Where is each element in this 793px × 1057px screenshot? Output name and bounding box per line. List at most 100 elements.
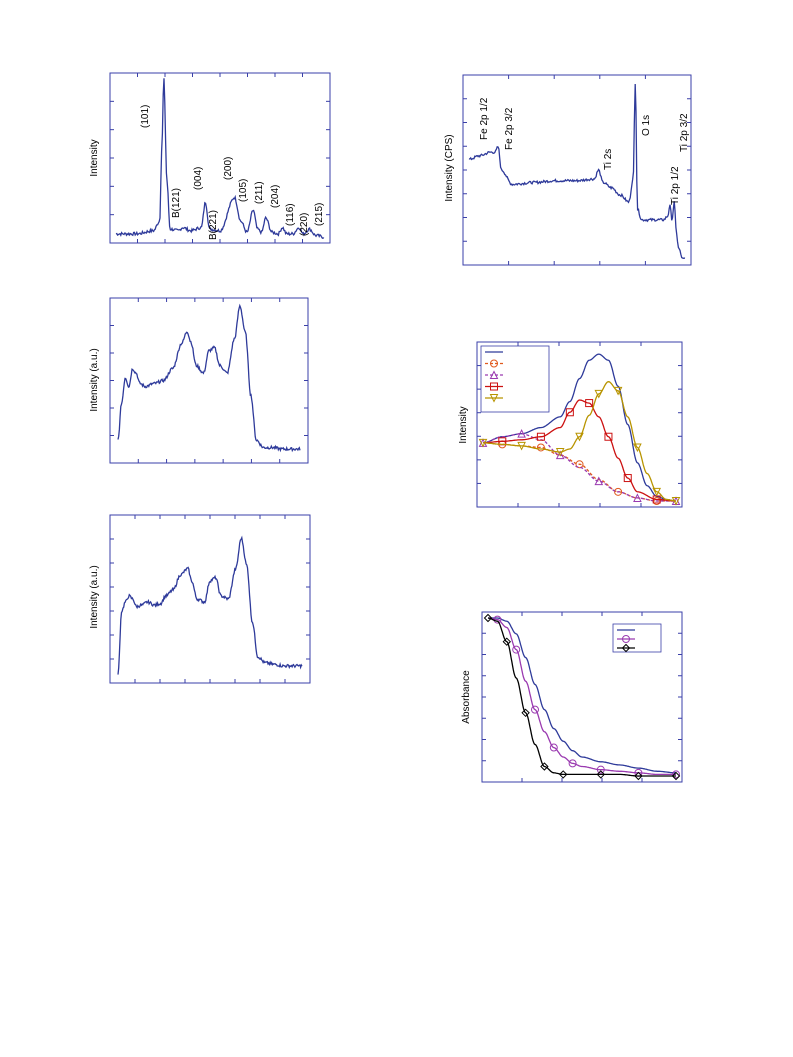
legend-marker bbox=[621, 643, 631, 653]
data-point bbox=[585, 399, 594, 408]
data-point bbox=[540, 762, 549, 771]
plot-frame bbox=[476, 341, 683, 508]
data-point bbox=[517, 441, 526, 451]
data-point bbox=[594, 389, 604, 399]
legend bbox=[480, 345, 550, 413]
peak-label: Fe 2p 1/2 bbox=[479, 97, 490, 140]
y-axis-label: Intensity (CPS) bbox=[444, 134, 455, 201]
y-axis-label: Absorbance bbox=[461, 670, 472, 724]
data-point bbox=[517, 429, 526, 438]
panel-intensity-overlay: Intensity bbox=[458, 341, 683, 508]
xps-series-line bbox=[468, 83, 686, 259]
peak-label: O 1s bbox=[641, 115, 652, 136]
data-point bbox=[502, 637, 512, 646]
axis-ticks bbox=[477, 342, 682, 507]
data-point bbox=[575, 432, 584, 442]
legend-marker bbox=[490, 382, 498, 391]
legend-marker bbox=[490, 359, 498, 368]
peak-label: Fe 2p 3/2 bbox=[504, 107, 515, 150]
peak-label: B(221) bbox=[208, 210, 219, 240]
absorbance-series-group bbox=[483, 613, 681, 781]
panel-absorbance: Absorbance bbox=[461, 611, 683, 783]
xrd-series-line bbox=[115, 78, 325, 239]
axis-ticks bbox=[110, 298, 308, 463]
series-line bbox=[483, 442, 676, 502]
data-point bbox=[634, 771, 643, 781]
y-axis-label: Intensity (a.u.) bbox=[89, 565, 100, 628]
series-line bbox=[488, 617, 676, 776]
legend-marker bbox=[489, 394, 499, 403]
panel-spectrum-bottom: Intensity (a.u.) bbox=[89, 514, 311, 684]
y-axis-label: Intensity (a.u.) bbox=[89, 348, 100, 411]
peak-label: (116) bbox=[285, 203, 296, 226]
data-point bbox=[671, 497, 681, 506]
axis-ticks bbox=[110, 73, 330, 243]
peak-label: (200) bbox=[223, 157, 234, 180]
axis-ticks bbox=[110, 515, 310, 683]
peak-label: (204) bbox=[270, 185, 281, 208]
data-point bbox=[672, 770, 680, 779]
axis-ticks bbox=[482, 612, 682, 782]
series-line bbox=[482, 433, 676, 502]
plot-frame bbox=[109, 514, 311, 684]
spectrum-series-line bbox=[117, 303, 301, 453]
series-line bbox=[483, 399, 676, 502]
series-line bbox=[482, 353, 676, 502]
overlay-series-group bbox=[478, 353, 681, 506]
spectrum-series-line bbox=[117, 535, 303, 675]
data-point bbox=[555, 448, 565, 457]
peak-label: (004) bbox=[193, 167, 204, 190]
plot-frame bbox=[462, 74, 692, 266]
peak-label: Ti 2s bbox=[603, 149, 614, 170]
plot-frame bbox=[109, 72, 331, 244]
data-point bbox=[633, 443, 642, 453]
peak-label: (220) bbox=[299, 213, 310, 236]
panel-spectrum-mid: Intensity (a.u.) bbox=[89, 297, 309, 464]
legend bbox=[612, 623, 662, 653]
panel-xrd: Intensity (101) B(121) (004) B(221) (200… bbox=[89, 72, 331, 244]
peak-label: (101) bbox=[140, 105, 151, 128]
peak-label: (105) bbox=[238, 179, 249, 202]
data-point bbox=[521, 708, 530, 718]
data-point bbox=[568, 759, 577, 768]
axis-ticks bbox=[463, 75, 691, 265]
data-point bbox=[596, 770, 606, 779]
data-point bbox=[623, 474, 632, 483]
legend-box bbox=[612, 623, 662, 653]
peak-label: (215) bbox=[314, 203, 325, 226]
legend-marker bbox=[489, 370, 499, 379]
data-point bbox=[555, 450, 565, 460]
data-point bbox=[483, 613, 493, 623]
data-point bbox=[594, 476, 604, 486]
data-point bbox=[614, 487, 623, 496]
data-point bbox=[558, 770, 568, 779]
data-point bbox=[613, 386, 623, 396]
data-point bbox=[478, 438, 488, 448]
data-point bbox=[536, 432, 545, 441]
data-point bbox=[531, 705, 539, 714]
data-point bbox=[596, 765, 605, 774]
data-point bbox=[604, 432, 613, 441]
y-axis-label: Intensity bbox=[89, 139, 100, 176]
panel-xps: Intensity (CPS) Fe 2p 1/2 Fe 2p 3/2 Ti 2… bbox=[444, 74, 692, 266]
y-axis-label: Intensity bbox=[458, 406, 469, 443]
data-point bbox=[633, 493, 642, 502]
series-line bbox=[488, 617, 676, 774]
peak-label: B(121) bbox=[171, 188, 182, 218]
data-point bbox=[512, 645, 521, 654]
data-point bbox=[565, 408, 574, 417]
data-point bbox=[549, 743, 558, 752]
data-point bbox=[671, 771, 681, 781]
peak-label: (211) bbox=[254, 181, 265, 204]
peak-label: Ti 2p 1/2 bbox=[670, 166, 681, 205]
series-line bbox=[483, 381, 676, 502]
data-point bbox=[536, 443, 545, 452]
series-line bbox=[487, 617, 676, 777]
data-point bbox=[652, 487, 662, 497]
data-point bbox=[575, 460, 584, 469]
plot-frame bbox=[109, 297, 309, 464]
peak-label: Ti 2p 3/2 bbox=[679, 113, 690, 152]
legend-marker bbox=[622, 635, 630, 643]
